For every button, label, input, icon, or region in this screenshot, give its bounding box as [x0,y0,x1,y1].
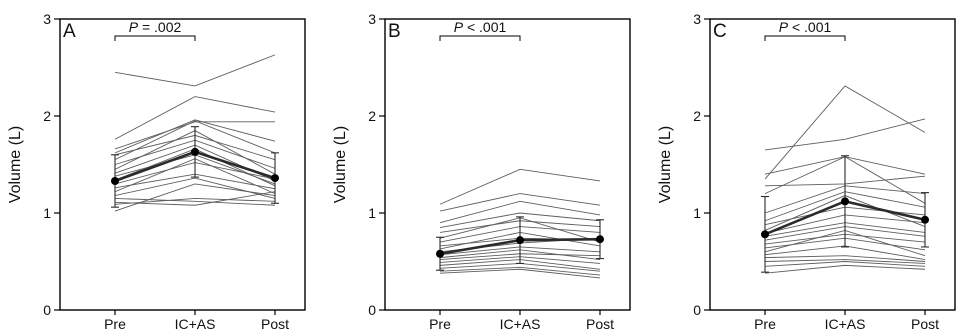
plot-frame [59,18,306,311]
y-tick-label: 2 [43,108,51,124]
mean-marker [516,236,524,245]
significance-bracket [439,35,521,41]
y-axis-title: Volume (L) [332,126,349,203]
mean-marker [921,215,929,224]
x-tick-label: Pre [104,316,126,332]
mean-marker [436,249,444,258]
x-tick-label: Post [261,316,289,332]
x-tick-label: IC+AS [500,316,541,332]
y-tick-label: 2 [693,108,701,124]
y-axis-title: Volume (L) [7,126,24,203]
subject-line [764,259,926,264]
y-tick-label: 1 [693,205,701,221]
x-tick-label: Post [911,316,939,332]
panel-letter: B [388,21,401,42]
mean-marker [761,230,769,239]
subject-line [439,212,601,228]
y-tick-label: 3 [693,11,701,27]
subject-line [764,261,926,267]
p-value-text: < .001 [463,19,506,35]
y-tick-label: 0 [368,302,376,318]
subject-line [439,200,601,224]
p-symbol: P [129,19,139,35]
subject-line [764,255,926,262]
subject-line [114,96,276,140]
subject-line [114,198,276,206]
subject-line [439,268,601,279]
y-tick-label: 0 [693,302,701,318]
panel-b: 0 1 2 3 Pre IC+AS Post Volume (L) B P < .001 [332,11,631,332]
x-tick-label: Pre [429,316,451,332]
subject-line [439,168,601,205]
subject-line [439,266,601,276]
p-value-text: < .001 [788,19,831,35]
subject-line [114,183,276,212]
x-tick-label: IC+AS [175,316,216,332]
significance-bracket [114,35,196,41]
x-tick-label: IC+AS [825,316,866,332]
p-value-label: P < .001 [779,19,832,35]
significance-bracket [764,35,846,41]
panel-letter: C [713,21,727,42]
mean-marker [111,176,119,185]
y-tick-label: 0 [43,302,51,318]
x-tick-label: Post [586,316,614,332]
y-tick-label: 1 [368,205,376,221]
subject-line [764,264,926,274]
y-axis-title: Volume (L) [657,126,674,203]
mean-marker [191,147,199,156]
subject-line [439,193,601,212]
subject-line [114,120,276,161]
mean-marker [271,174,279,183]
subject-line [764,85,926,180]
p-symbol: P [779,19,789,35]
subject-line [114,191,276,206]
subject-line [114,119,276,154]
panel-letter: A [63,21,76,42]
plot-frame [709,18,956,311]
plot-frame [384,18,631,311]
mean-marker [841,197,849,206]
p-value-text: = .002 [138,19,181,35]
x-tick-label: Pre [754,316,776,332]
subject-line [114,54,276,87]
y-tick-label: 2 [368,108,376,124]
p-symbol: P [454,19,464,35]
subject-line [114,121,275,150]
y-tick-label: 3 [368,11,376,27]
y-tick-label: 1 [43,205,51,221]
mean-marker [596,235,604,244]
p-value-label: P = .002 [129,19,182,35]
panel-a: 0 1 2 3 Pre IC+AS Post Volume (L) A P = .002 [7,11,306,332]
y-tick-label: 3 [43,11,51,27]
subject-line [764,118,926,151]
panel-c: 0 1 2 3 Pre IC+AS Post Volume (L) C P < .001 [657,11,956,332]
p-value-label: P < .001 [454,19,507,35]
